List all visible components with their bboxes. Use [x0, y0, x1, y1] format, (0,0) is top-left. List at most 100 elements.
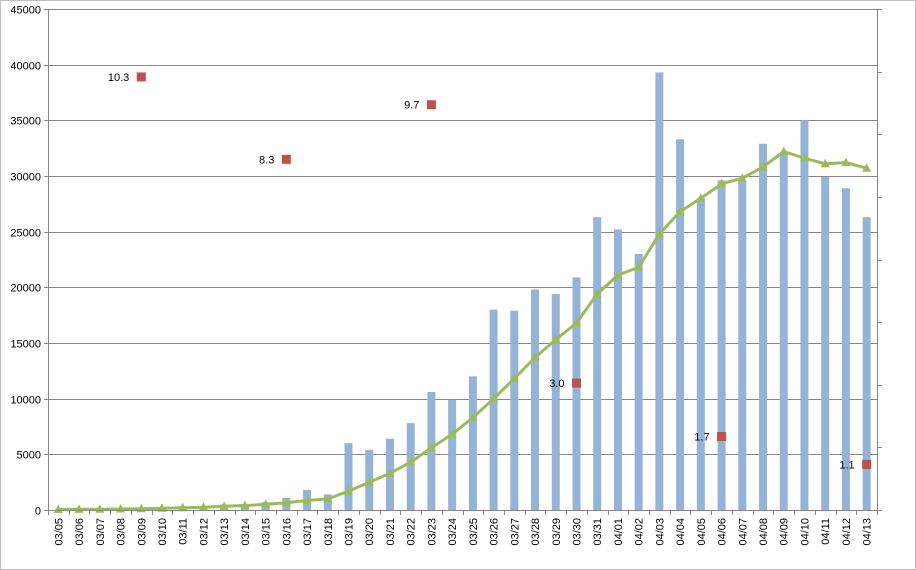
x-tick-label: 03/18 — [323, 518, 335, 546]
scatter-point — [717, 432, 727, 442]
bar — [862, 217, 871, 510]
line-point — [281, 497, 291, 507]
x-tick-label: 03/24 — [447, 518, 459, 546]
data-label: 3.0 — [549, 378, 564, 390]
line-point — [178, 502, 188, 512]
x-tick-label: 03/17 — [302, 518, 314, 546]
x-tick-label: 03/30 — [571, 518, 583, 546]
x-tick-label: 04/13 — [862, 518, 874, 546]
x-tick-label: 03/16 — [281, 518, 293, 546]
bar — [448, 399, 457, 510]
y-tick-label: 15000 — [10, 339, 41, 351]
y-tick-label: 10000 — [10, 395, 41, 407]
y-tick-label: 30000 — [10, 172, 41, 184]
line-point — [634, 262, 644, 271]
line-point — [717, 178, 727, 188]
y-tick-label: 35000 — [10, 116, 41, 128]
y-tick-label: 20000 — [10, 283, 41, 295]
x-tick-label: 03/28 — [530, 518, 542, 546]
x-tick-labels: 03/05 03/06 03/07 03/08 03/09 03/10 03/11 03/12… — [53, 518, 873, 546]
x-tick-label: 04/03 — [654, 518, 666, 546]
x-tick-label: 03/21 — [385, 518, 397, 546]
y-tick-label: 25000 — [10, 228, 41, 240]
bar — [676, 139, 685, 510]
x-tick-label: 03/20 — [364, 518, 376, 546]
x-tick-label: 04/02 — [634, 518, 646, 546]
x-tick-label: 03/11 — [178, 518, 190, 545]
trend-line — [58, 150, 867, 511]
bar — [510, 310, 519, 510]
bar — [779, 153, 788, 510]
x-tick-label: 03/14 — [240, 518, 252, 546]
x-tick-label: 04/01 — [613, 518, 625, 546]
x-tick-label: 03/31 — [592, 518, 604, 546]
y-tick-label: 5000 — [17, 450, 41, 462]
y-tick-label: 45000 — [10, 5, 41, 17]
bar — [551, 294, 560, 510]
x-tick-label: 03/23 — [426, 518, 438, 546]
x-tick-label: 03/06 — [74, 518, 86, 546]
y-tick-label: 40000 — [10, 61, 41, 73]
bar — [696, 198, 705, 510]
bar — [841, 188, 850, 510]
x-tick-label: 04/11 — [820, 518, 832, 545]
bar — [821, 177, 830, 510]
bar — [406, 423, 415, 510]
x-tick-label: 03/12 — [198, 518, 210, 546]
line-point — [551, 334, 561, 344]
line-point — [406, 457, 416, 466]
line-point — [862, 163, 872, 172]
x-tick-label: 04/09 — [779, 518, 791, 546]
line-point — [779, 146, 789, 156]
data-label: 8.3 — [259, 154, 274, 166]
x-tick-label: 03/19 — [344, 518, 356, 546]
line-point — [198, 502, 208, 511]
line-point — [613, 270, 623, 279]
bar — [344, 443, 353, 510]
x-tick-label: 03/27 — [509, 518, 521, 546]
line-point — [592, 289, 602, 298]
x-tick-label: 04/06 — [717, 518, 729, 546]
x-tick-label: 03/15 — [261, 518, 273, 546]
line-series — [53, 146, 872, 513]
bar — [800, 120, 809, 510]
x-tick-label: 04/04 — [675, 518, 687, 546]
bar — [717, 180, 726, 510]
line-point — [323, 493, 333, 503]
bar — [468, 376, 477, 510]
x-tick-label: 03/26 — [489, 518, 501, 546]
data-label: 9.7 — [404, 100, 419, 112]
line-point — [344, 486, 354, 495]
y-tick-label: 0 — [35, 506, 41, 518]
line-point — [841, 157, 851, 167]
data-label: 10.3 — [108, 72, 129, 84]
y-tick-labels: 0 5000 10000 15000 20000 25000 30000 35000 40000… — [10, 5, 41, 518]
scatter-point — [281, 154, 291, 164]
bar — [489, 309, 498, 510]
bar — [738, 181, 747, 511]
bar — [634, 253, 643, 510]
line-point — [364, 477, 374, 486]
scatter-point — [426, 100, 436, 110]
x-tick-label: 03/22 — [406, 518, 418, 546]
line-point — [447, 429, 457, 438]
x-tick-label: 04/05 — [696, 518, 708, 546]
line-point — [799, 153, 809, 162]
x-tick-label: 04/07 — [737, 518, 749, 546]
line-point — [509, 373, 519, 383]
line-point — [468, 412, 478, 422]
line-point — [385, 468, 395, 477]
bar — [655, 72, 664, 511]
x-tick-label: 03/13 — [219, 518, 231, 546]
scatter-point — [862, 459, 872, 469]
line-point — [696, 193, 706, 202]
x-tick-label: 03/07 — [95, 518, 107, 546]
x-tick-label: 03/29 — [551, 518, 563, 546]
line-point — [240, 500, 250, 510]
gridlines — [44, 9, 877, 511]
line-point — [820, 158, 830, 168]
line-point — [737, 173, 747, 182]
scatter-point — [571, 378, 581, 388]
bar — [593, 217, 602, 510]
